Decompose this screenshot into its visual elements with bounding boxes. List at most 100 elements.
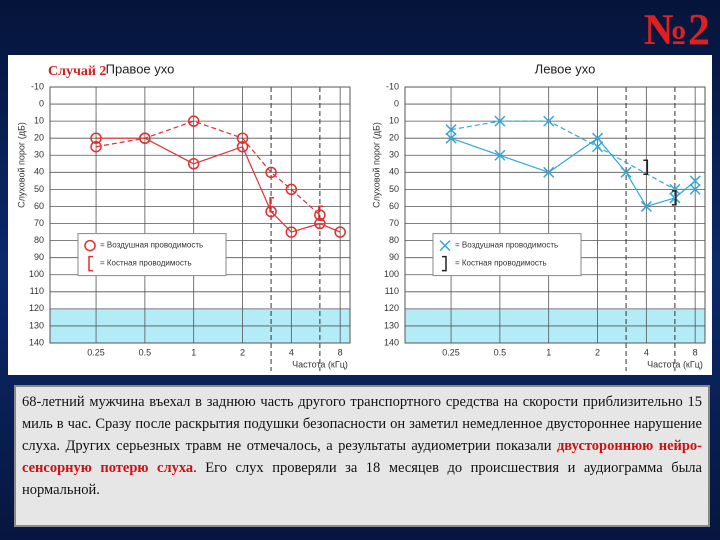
x-tick-label: 8	[338, 347, 343, 357]
text-highlight: двустороннюю нейро-сенсорную потерю слух…	[22, 438, 702, 476]
marker	[139, 132, 151, 144]
marker	[265, 205, 277, 218]
marker	[187, 158, 200, 170]
legend-label: = Костная проводимость	[100, 259, 192, 268]
marker	[689, 183, 701, 195]
y-tick-label: 70	[389, 218, 399, 228]
chart-title: Левое ухо	[535, 61, 596, 76]
chart-title: Правое ухо	[106, 61, 175, 76]
case-label: Случай 2	[48, 64, 106, 79]
y-tick-label: -10	[31, 81, 44, 91]
y-tick-label: 110	[385, 286, 399, 296]
x-tick-label: 1	[191, 347, 196, 357]
marker	[591, 132, 604, 144]
case-text: 68-летний мужчина въехал в заднюю часть …	[14, 385, 710, 527]
legend-label: = Воздушная проводимость	[100, 241, 203, 250]
legend-box	[432, 233, 582, 277]
marker	[187, 115, 200, 127]
y-tick-label: 90	[389, 252, 399, 262]
y-tick-label: 10	[34, 116, 44, 126]
text-part: 68-летний мужчина въехал в заднюю часть …	[22, 394, 702, 454]
x-axis-label: Частота (кГц)	[292, 359, 348, 369]
marker	[334, 226, 346, 238]
marker	[494, 149, 506, 161]
y-tick-label: 20	[34, 133, 44, 143]
y-tick-label: 80	[34, 235, 44, 245]
plot-frame	[49, 86, 351, 344]
y-tick-label: 10	[389, 116, 399, 126]
legend-label: = Воздушная проводимость	[455, 241, 558, 250]
y-tick-label: 100	[384, 269, 399, 279]
marker	[236, 132, 249, 144]
y-tick-label: 50	[34, 184, 44, 194]
marker	[591, 141, 604, 153]
y-tick-label: 60	[389, 201, 399, 211]
y-tick-label: 0	[394, 98, 399, 108]
y-tick-label: 100	[29, 269, 44, 279]
x-tick-label: 8	[693, 347, 698, 357]
y-tick-label: 140	[29, 337, 44, 347]
x-tick-label: 0.25	[442, 347, 460, 357]
marker	[671, 190, 677, 206]
marker	[90, 140, 102, 153]
x-tick-label: 0.5	[139, 347, 152, 357]
y-tick-label: 130	[29, 320, 44, 330]
marker	[269, 197, 275, 213]
plot-frame	[404, 86, 706, 344]
marker	[643, 159, 649, 175]
y-tick-label: 40	[389, 167, 399, 177]
x-tick-label: 0.5	[494, 347, 507, 357]
marker	[620, 166, 632, 178]
marker	[445, 132, 457, 144]
y-tick-label: 30	[34, 150, 44, 160]
legend-label: = Костная проводимость	[455, 259, 547, 268]
series-line	[95, 120, 321, 216]
y-tick-label: 130	[384, 320, 399, 330]
marker	[90, 132, 102, 144]
marker	[265, 166, 277, 179]
y-tick-label: 140	[384, 337, 399, 347]
y-tick-label: 50	[389, 184, 399, 194]
y-tick-label: 30	[389, 150, 399, 160]
marker	[318, 205, 323, 222]
marker	[543, 115, 555, 127]
marker	[236, 140, 249, 153]
legend-box	[77, 233, 227, 277]
legend-marker	[439, 240, 451, 252]
marker	[445, 124, 457, 136]
legend-marker	[84, 239, 96, 252]
x-axis-label: Частота (кГц)	[647, 359, 703, 369]
x-tick-label: 4	[289, 347, 294, 357]
x-tick-label: 2	[240, 347, 245, 357]
text-part: . Его слух проверяли за 18 месяцев до пр…	[22, 460, 702, 498]
marker	[285, 183, 298, 196]
y-tick-label: 80	[389, 235, 399, 245]
y-tick-label: 120	[384, 303, 399, 313]
x-tick-label: 1	[546, 347, 551, 357]
y-tick-label: 40	[34, 167, 44, 177]
series-line	[450, 120, 696, 190]
y-tick-label: 0	[39, 98, 44, 108]
y-axis-label: Слуховой порог (дБ)	[16, 122, 26, 208]
legend-marker	[442, 255, 447, 272]
x-tick-label: 4	[644, 347, 649, 357]
y-tick-label: -10	[386, 81, 399, 91]
x-tick-label: 0.25	[87, 347, 105, 357]
marker	[494, 115, 506, 127]
y-tick-label: 110	[30, 286, 44, 296]
y-tick-label: 120	[29, 303, 44, 313]
marker	[669, 192, 681, 204]
x-tick-label: 2	[595, 347, 600, 357]
y-axis-label: Слуховой порог (дБ)	[371, 122, 381, 208]
y-tick-label: 70	[34, 218, 44, 228]
legend-marker	[88, 255, 93, 272]
marker	[669, 183, 681, 195]
charts: Случай 2 Правое ухо-10010203040506070809…	[16, 61, 706, 371]
marker	[543, 166, 555, 178]
y-tick-label: 20	[389, 133, 399, 143]
marker	[314, 217, 326, 230]
marker	[640, 200, 652, 212]
y-tick-label: 60	[34, 201, 44, 211]
marker	[285, 226, 298, 238]
